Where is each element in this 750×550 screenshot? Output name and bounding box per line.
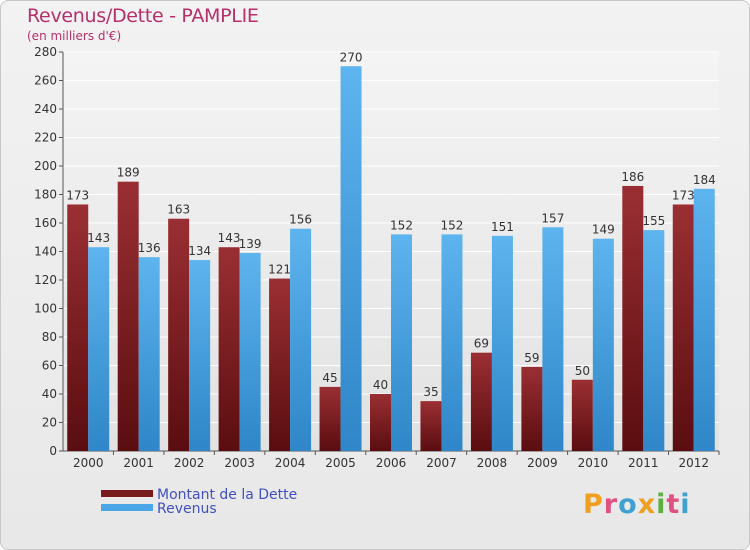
data-label: 149 (592, 223, 615, 237)
y-tick-label: 220 (34, 131, 57, 145)
bar-dette (571, 379, 593, 451)
data-label: 69 (474, 337, 489, 351)
bar-dette (117, 181, 139, 452)
y-tick-label: 160 (34, 216, 57, 230)
bar-revenus (693, 188, 715, 452)
bar-dette (67, 204, 89, 451)
data-label: 40 (373, 378, 388, 392)
bar-revenus (290, 228, 312, 451)
data-label: 270 (340, 50, 363, 64)
x-tick-label: 2009 (527, 456, 558, 470)
bar-revenus (88, 247, 110, 451)
x-tick-label: 2007 (426, 456, 457, 470)
data-label: 50 (575, 364, 590, 378)
legend-label-dette: Montant de la Dette (157, 487, 298, 503)
legend-swatch-dette (101, 490, 153, 497)
bar-dette (269, 278, 291, 451)
data-label: 121 (268, 263, 291, 277)
y-tick-label: 100 (34, 302, 57, 316)
bar-revenus (340, 66, 362, 451)
legend-label-revenus: Revenus (157, 501, 217, 517)
data-label: 157 (541, 211, 564, 225)
bar-dette (168, 218, 190, 451)
x-tick-label: 2011 (628, 456, 659, 470)
bar-revenus (391, 234, 412, 451)
chart-title: Revenus/Dette - PAMPLIE (27, 5, 259, 27)
y-tick-label: 20 (42, 416, 57, 430)
x-tick-label: 2006 (376, 456, 407, 470)
data-label: 173 (672, 188, 695, 202)
data-label: 151 (491, 220, 514, 234)
bar-revenus (138, 257, 160, 451)
bar-revenus (239, 252, 261, 451)
x-tick-label: 2008 (477, 456, 508, 470)
bar-dette (470, 352, 492, 451)
x-tick-label: 2003 (224, 456, 255, 470)
data-label: 45 (322, 371, 337, 385)
data-label: 184 (693, 173, 716, 187)
data-label: 152 (441, 218, 464, 232)
legend-swatch-revenus (101, 504, 153, 511)
x-tick-label: 2004 (275, 456, 306, 470)
bar-revenus (542, 227, 564, 451)
y-tick-label: 240 (34, 102, 57, 116)
data-label: 134 (188, 244, 211, 258)
chart-subtitle: (en milliers d'€) (27, 29, 122, 43)
data-label: 155 (642, 214, 665, 228)
y-tick-label: 80 (42, 330, 57, 344)
bar-dette (319, 386, 341, 451)
y-tick-label: 0 (49, 444, 57, 458)
y-tick-label: 180 (34, 188, 57, 202)
bar-dette (521, 366, 543, 451)
data-label: 136 (138, 241, 161, 255)
bar-revenus (643, 230, 665, 451)
y-tick-label: 120 (34, 273, 57, 287)
data-label: 152 (390, 218, 413, 232)
y-tick-label: 260 (34, 74, 57, 88)
data-label: 173 (66, 188, 89, 202)
data-label: 143 (218, 231, 241, 245)
y-tick-label: 200 (34, 159, 57, 173)
x-tick-label: 2010 (578, 456, 609, 470)
y-tick-label: 40 (42, 387, 57, 401)
data-label: 35 (423, 385, 438, 399)
y-tick-label: 60 (42, 359, 57, 373)
data-label: 59 (524, 351, 539, 365)
data-label: 189 (117, 166, 140, 180)
x-tick-label: 2002 (174, 456, 205, 470)
data-label: 139 (239, 237, 262, 251)
proxiti-logo: Proxiti (583, 489, 691, 520)
bar-dette (420, 401, 442, 451)
bar-revenus (441, 234, 463, 451)
data-label: 163 (167, 203, 190, 217)
y-tick-label: 140 (34, 245, 57, 259)
bar-dette (672, 204, 694, 451)
x-tick-label: 2001 (123, 456, 154, 470)
x-tick-label: 2005 (325, 456, 356, 470)
bar-revenus (592, 238, 614, 451)
bar-dette (218, 247, 240, 451)
bar-dette (370, 394, 391, 451)
data-label: 143 (87, 231, 110, 245)
bar-dette (622, 185, 644, 451)
x-tick-label: 2000 (73, 456, 104, 470)
data-label: 186 (621, 170, 644, 184)
x-tick-label: 2012 (678, 456, 709, 470)
bar-revenus (491, 235, 513, 451)
data-label: 156 (289, 213, 312, 227)
bar-revenus (189, 260, 211, 451)
y-tick-label: 280 (34, 45, 57, 59)
